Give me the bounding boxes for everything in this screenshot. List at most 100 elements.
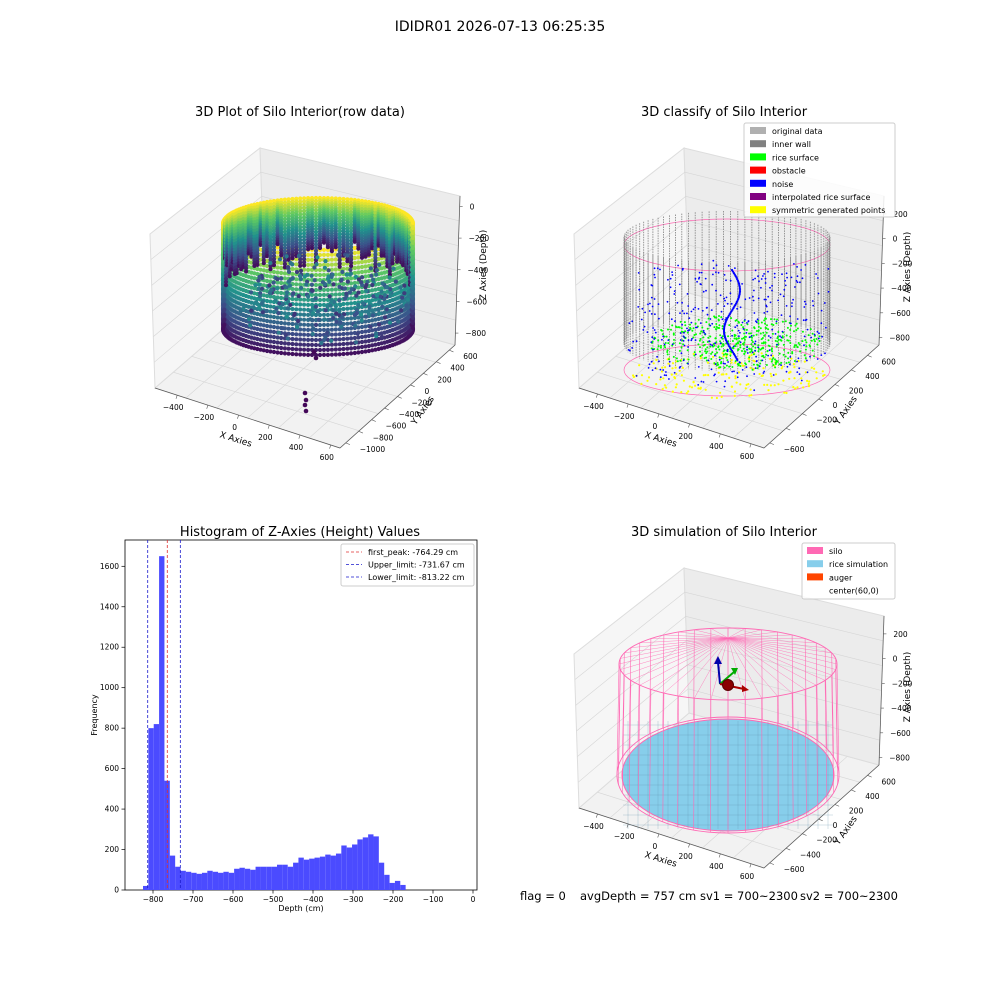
p1-point bbox=[290, 227, 295, 233]
p1-point bbox=[374, 331, 379, 336]
p2-noise-point bbox=[709, 343, 712, 346]
p1-point bbox=[306, 252, 311, 257]
p2-symmetric-point bbox=[769, 372, 772, 375]
p2-noise-point bbox=[678, 367, 681, 369]
p1-point bbox=[275, 340, 280, 345]
p1-point bbox=[364, 282, 369, 288]
p2-rice-surface-point bbox=[785, 334, 788, 337]
p3-histogram-bar bbox=[185, 871, 192, 890]
p3-y-tick-label: 800 bbox=[105, 724, 120, 733]
p1-point bbox=[370, 298, 375, 303]
p1-point bbox=[356, 320, 361, 325]
p1-tick-label: 0 bbox=[232, 423, 237, 432]
p1-point bbox=[275, 280, 280, 285]
p2-rice-surface-point bbox=[795, 329, 798, 332]
p1-point bbox=[290, 306, 295, 312]
p2-noise-point bbox=[827, 290, 830, 293]
p2-noise-point bbox=[748, 297, 751, 299]
p1-point bbox=[313, 282, 319, 288]
p2-symmetric-point bbox=[747, 383, 750, 386]
p1-point bbox=[313, 342, 319, 348]
p2-noise-point bbox=[796, 371, 799, 373]
p2-noise-point bbox=[654, 367, 657, 370]
p2-noise-point bbox=[711, 283, 714, 286]
p2-noise-point bbox=[723, 274, 726, 276]
p2-noise-point bbox=[797, 357, 800, 360]
p1-point bbox=[302, 337, 307, 342]
p2-rice-surface-point bbox=[733, 337, 736, 340]
p1-point bbox=[345, 279, 350, 284]
p1-point bbox=[368, 266, 373, 271]
p2-rice-surface-point bbox=[715, 326, 718, 328]
p1-point bbox=[268, 212, 273, 217]
p2-noise-point bbox=[647, 367, 650, 369]
p2-noise-point bbox=[652, 327, 654, 329]
p2-rice-surface-point bbox=[777, 331, 780, 333]
p2-noise-point bbox=[727, 265, 730, 267]
p1-point bbox=[271, 211, 277, 216]
p1-point bbox=[271, 198, 277, 204]
p1-point bbox=[298, 231, 303, 236]
p2-rice-surface-point bbox=[786, 339, 789, 342]
p1-tick-label: −200 bbox=[194, 413, 215, 422]
p2-symmetric-point bbox=[702, 374, 705, 377]
p1-point bbox=[370, 313, 376, 318]
p1-point bbox=[279, 265, 284, 271]
p2-noise-point bbox=[777, 299, 779, 302]
p2-noise-point bbox=[687, 346, 689, 348]
p2-noise-point bbox=[658, 360, 660, 363]
p1-point bbox=[349, 276, 354, 281]
p1-point bbox=[313, 332, 319, 338]
p1-point bbox=[292, 311, 297, 316]
p2-noise-point bbox=[813, 333, 816, 336]
p1-point bbox=[352, 345, 357, 351]
p2-rice-surface-point bbox=[729, 354, 732, 357]
p2-noise-point bbox=[769, 286, 771, 289]
p2-symmetric-point bbox=[799, 382, 803, 385]
p2-symmetric-point bbox=[783, 391, 786, 394]
p1-point bbox=[373, 302, 378, 307]
p1-point bbox=[255, 242, 260, 247]
p1-point bbox=[302, 212, 307, 217]
p1-point bbox=[298, 234, 303, 240]
p2-rice-surface-point bbox=[813, 340, 816, 343]
p1-point bbox=[275, 260, 280, 265]
p1-point bbox=[261, 217, 266, 222]
p2-noise-point bbox=[711, 344, 714, 347]
p2-rice-surface-point bbox=[709, 345, 712, 348]
p1-point bbox=[294, 297, 299, 302]
p2-noise-point bbox=[786, 276, 788, 279]
p1-point bbox=[373, 233, 378, 238]
p1-point bbox=[286, 211, 291, 216]
p1-point bbox=[309, 282, 314, 287]
p1-point bbox=[261, 232, 266, 237]
p1-point bbox=[298, 307, 303, 312]
p1-point bbox=[363, 264, 368, 269]
p3-histogram-bar bbox=[169, 855, 176, 890]
p1-point bbox=[223, 270, 229, 275]
p1-point bbox=[255, 219, 260, 224]
p3-plot-frame bbox=[124, 539, 478, 891]
p1-point bbox=[282, 226, 287, 231]
p2-rice-surface-point bbox=[718, 366, 721, 369]
p1-point bbox=[349, 197, 354, 202]
p1-point bbox=[356, 325, 361, 330]
p1-point bbox=[295, 324, 300, 330]
p1-point bbox=[294, 337, 299, 342]
p1-point bbox=[349, 311, 354, 316]
p1-point bbox=[268, 231, 273, 236]
p1-tick-label: −600 bbox=[386, 422, 407, 431]
p1-point bbox=[286, 223, 291, 228]
p1-point bbox=[345, 351, 350, 356]
p1-point bbox=[271, 349, 277, 355]
p1-point bbox=[244, 260, 249, 265]
p2-noise-point bbox=[679, 339, 682, 341]
p2-rice-surface-point bbox=[699, 338, 702, 340]
p1-point bbox=[345, 326, 350, 331]
p1-point bbox=[345, 341, 350, 346]
p1-point bbox=[294, 277, 299, 282]
p1-point bbox=[261, 268, 266, 273]
p1-point bbox=[255, 201, 260, 207]
p1-point bbox=[298, 199, 303, 204]
p2-rice-surface-point bbox=[661, 333, 664, 336]
